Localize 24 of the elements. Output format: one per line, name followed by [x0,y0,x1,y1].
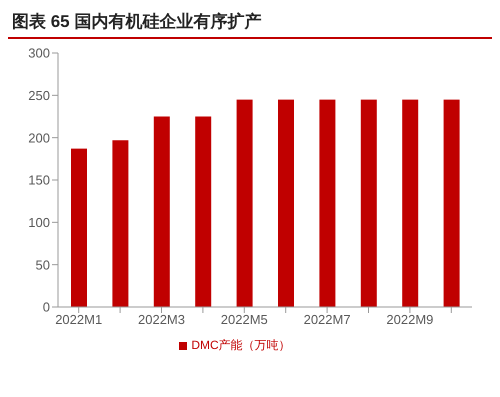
y-tick-label: 250 [28,88,50,103]
bar [154,116,170,307]
y-tick-label: 100 [28,214,50,230]
bar [112,140,128,307]
y-tick-label: 150 [28,172,50,188]
bar [195,116,212,307]
bar [71,148,87,307]
x-tick-label: 2022M9 [386,312,434,328]
y-tick-label: 50 [36,257,50,272]
x-tick-label: 2022M1 [55,312,102,328]
x-tick-label: 2022M3 [138,312,185,328]
bar [236,100,253,307]
bar [444,100,460,307]
bar [402,100,418,307]
x-tick-label: 2022M5 [220,312,268,328]
x-tick-label: 2022M7 [304,312,351,328]
y-tick-label: 300 [28,46,50,61]
bar [319,100,336,307]
chart-title: 图表 65 国内有机硅企业有序扩产 [8,8,492,39]
y-tick-label: 0 [42,300,50,315]
legend-label: DMC产能（万吨） [191,338,291,352]
bar [360,100,377,307]
y-tick-label: 200 [28,130,50,146]
bar [278,100,294,307]
